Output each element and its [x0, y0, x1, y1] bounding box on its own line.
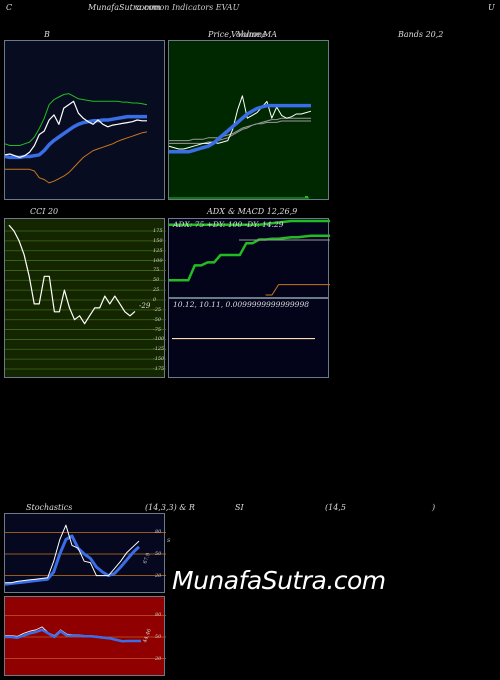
cci-tick-label: 150	[153, 237, 163, 244]
macd-panel: 10.12, 10.11, 0.0099999999999998	[168, 298, 329, 378]
price-title-overlay: Volume	[237, 30, 267, 39]
cci-tick-label: 100	[153, 257, 163, 264]
stoch-d-line	[5, 534, 141, 586]
cci-tick-label: -25	[153, 306, 162, 313]
adx-label: ADX: 75 +DY: 100 -DY: 14.29	[173, 220, 284, 229]
watermark: MunafaSutra.com	[172, 566, 386, 595]
volume-bar	[305, 196, 308, 198]
rsi-close: )	[432, 503, 436, 512]
bands-title: Bands 20,2	[398, 30, 444, 39]
bollinger-upper-line	[5, 93, 148, 146]
cci-panel: 175 150 125 100 75 50 25 0 -25 -50 -75 -100 -125 -150…	[4, 218, 166, 378]
bollinger-title: B	[44, 30, 50, 39]
cci-tick-label: 25	[153, 287, 160, 294]
cci-tick-label: -100	[153, 336, 165, 343]
cci-tick-label: 75	[153, 267, 160, 274]
cci-tick-label: 0	[153, 297, 157, 303]
price-ma-short-line	[169, 103, 311, 154]
price-chart	[169, 95, 312, 199]
adx-line	[169, 234, 330, 282]
rsi-value-label: 44.46	[142, 628, 153, 644]
rsi-title: SI	[235, 503, 244, 512]
cci-tick-label: -50	[153, 316, 162, 323]
cci-tick-label: -150	[153, 356, 165, 363]
bollinger-panel	[4, 40, 165, 200]
cci-title: CCI 20	[30, 207, 59, 216]
header-title: MunafaSutra.com	[88, 3, 161, 12]
stoch-panel: 67.9 80 50 20	[4, 513, 166, 593]
macd-label: 10.12, 10.11, 0.0099999999999998	[173, 300, 309, 309]
rsi-line	[5, 628, 141, 643]
price-line	[169, 95, 312, 150]
price-panel	[168, 40, 329, 200]
rsi-chart: 44.46	[5, 614, 166, 659]
stoch-params: (14,3,3) & R	[145, 503, 195, 512]
cci-value: -29	[139, 302, 151, 310]
stoch-title: Stochastics	[26, 503, 73, 512]
price-title-c: MA	[263, 30, 277, 39]
header-left: C	[6, 3, 13, 12]
header-right: U	[488, 3, 495, 12]
stoch-k-line	[5, 524, 140, 584]
adx-chart	[169, 219, 330, 296]
adx-minus-di-line	[265, 284, 330, 296]
bollinger-price-line	[5, 100, 147, 158]
stoch-value-label: 67.9	[142, 552, 151, 565]
cci-chart	[5, 224, 166, 370]
rsi-panel: 44.46 80 50 20	[4, 596, 166, 676]
macd-title: & MACD 12,26,9	[228, 207, 298, 216]
stoch-tick-label: 50	[155, 551, 162, 557]
stoch-tick-label: 20	[155, 572, 162, 579]
cci-tick-label: -75	[153, 326, 162, 333]
rsi-tick-label: 20	[155, 655, 162, 662]
rsi-tick-label: 50	[155, 634, 162, 640]
cci-tick-label: 125	[153, 247, 163, 254]
bollinger-middle-line	[5, 114, 147, 160]
adx-plus-di-line	[169, 219, 330, 226]
bollinger-lower-line	[5, 131, 148, 184]
rsi-params: (14,5	[325, 503, 346, 512]
stoch-side-label: S	[167, 538, 171, 544]
cci-line	[8, 224, 136, 325]
price-title-b: Volume,	[231, 30, 264, 39]
adx-title: ADX	[207, 207, 225, 216]
cci-tick-label: 50	[153, 277, 160, 284]
adx-panel: ADX: 75 +DY: 100 -DY: 14.29	[168, 218, 330, 298]
cci-tick-label: -125	[153, 346, 165, 353]
macd-chart	[172, 338, 315, 340]
rsi-tick-label: 80	[155, 612, 162, 619]
cci-tick-label: -175	[153, 366, 165, 372]
price-ma-gray-line	[169, 120, 311, 142]
bollinger-chart	[5, 93, 148, 184]
price-title-a: Price,	[208, 30, 232, 39]
stoch-tick-label: 80	[155, 529, 162, 536]
cci-tick-label: 175	[153, 228, 163, 234]
stoch-chart: 67.9	[5, 524, 166, 586]
header-title-overlay: common Indicators EVAU	[135, 3, 240, 12]
